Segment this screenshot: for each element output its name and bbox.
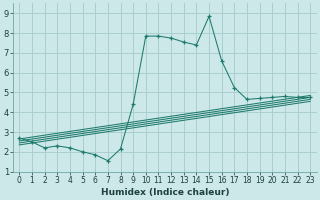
X-axis label: Humidex (Indice chaleur): Humidex (Indice chaleur) [100,188,229,197]
